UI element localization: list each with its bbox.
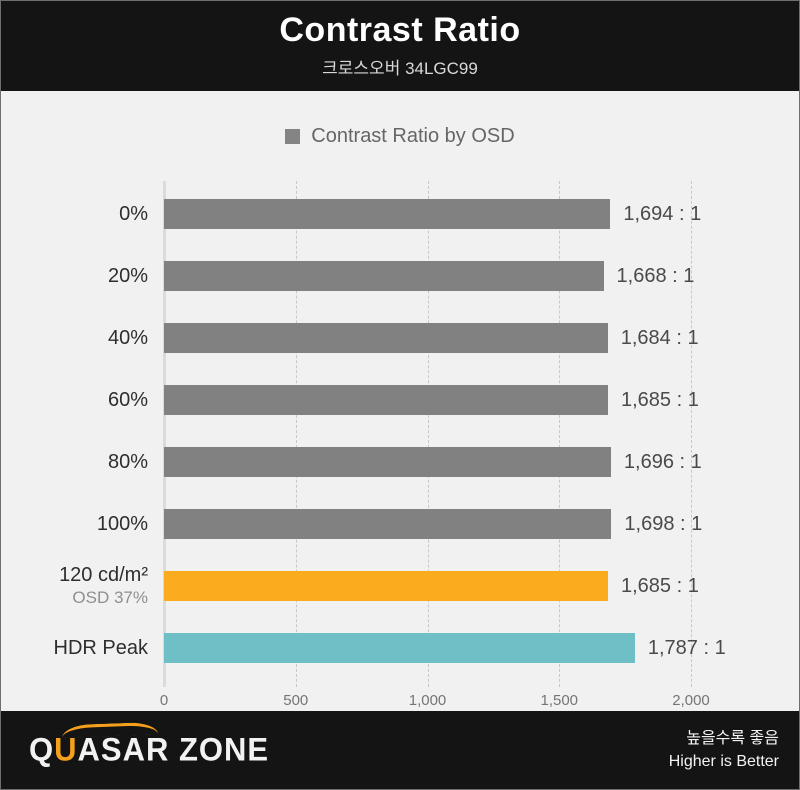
x-tick-label: 0 — [159, 692, 169, 709]
gridline — [691, 181, 692, 687]
logo-text-q: Q — [29, 730, 55, 769]
logo-text-rest: ASAR ZONE — [77, 730, 270, 769]
axis-zero-line — [163, 181, 166, 687]
bar — [164, 571, 608, 601]
value-label: 1,668 : 1 — [616, 264, 695, 287]
category-label: HDR Peak — [53, 636, 148, 659]
bar-row: HDR Peak 1,787 : 1 — [1, 617, 799, 679]
category-label: 40% — [107, 326, 148, 349]
x-tick-label: 1,000 — [408, 692, 447, 709]
category-sublabel: OSD 37% — [72, 588, 148, 608]
chart-title: Contrast Ratio — [279, 11, 521, 50]
footer-band: QUASAR ZONE 높을수록 좋음 Higher is Better — [1, 711, 799, 789]
bar — [164, 385, 608, 415]
x-tick-label: 500 — [283, 692, 309, 709]
x-tick-label: 1,500 — [540, 692, 579, 709]
category-label: 0% — [119, 202, 148, 225]
bar — [164, 447, 611, 477]
plot-gridlines — [163, 181, 692, 687]
bar-row: 60% 1,685 : 1 — [1, 369, 799, 431]
bar-rows: 0% 1,694 : 1 20% 1,668 : 1 40% 1,684 : 1 60% 1,… — [1, 183, 799, 679]
bar-row: 80% 1,696 : 1 — [1, 431, 799, 493]
gridline — [295, 181, 297, 687]
chart-subtitle: 크로스오버 34LGC99 — [322, 58, 478, 78]
bar — [164, 633, 635, 663]
bar-row: 100% 1,698 : 1 — [1, 493, 799, 555]
value-label: 1,685 : 1 — [620, 574, 699, 597]
category-label: 120 cd/m² OSD 37% — [1, 564, 164, 608]
bar-row: 120 cd/m² OSD 37% 1,685 : 1 — [1, 555, 799, 617]
category-label: 100% — [96, 512, 148, 535]
bar-row: 0% 1,694 : 1 — [1, 183, 799, 245]
bar-row: 20% 1,668 : 1 — [1, 245, 799, 307]
bar — [164, 261, 604, 291]
value-label: 1,698 : 1 — [624, 512, 703, 535]
bar — [164, 199, 611, 229]
gridline — [559, 181, 561, 687]
category-label: 20% — [107, 264, 148, 287]
gridline — [427, 181, 429, 687]
legend-swatch-icon — [285, 129, 301, 144]
x-tick-label: 2,000 — [672, 692, 710, 709]
footer-note-ko: 높을수록 좋음 — [686, 729, 779, 747]
category-label: 80% — [107, 450, 148, 473]
footer-note: 높을수록 좋음 Higher is Better — [669, 727, 779, 773]
value-label: 1,694 : 1 — [623, 202, 702, 225]
bar — [164, 323, 608, 353]
bar — [164, 509, 612, 539]
bar-row: 40% 1,684 : 1 — [1, 307, 799, 369]
value-label: 1,685 : 1 — [620, 388, 699, 411]
header-band: Contrast Ratio 크로스오버 34LGC99 — [1, 1, 799, 91]
x-axis: 0 500 1,000 1,500 2,000 — [1, 692, 799, 710]
footer-note-en: Higher is Better — [668, 753, 779, 770]
legend: Contrast Ratio by OSD — [1, 125, 799, 148]
value-label: 1,684 : 1 — [620, 326, 699, 349]
value-label: 1,787 : 1 — [647, 636, 726, 659]
category-label: 60% — [107, 388, 148, 411]
logo-text-u: U — [54, 730, 78, 769]
legend-label: Contrast Ratio by OSD — [311, 125, 515, 147]
quasarzone-logo: QUASAR ZONE — [29, 721, 270, 769]
value-label: 1,696 : 1 — [623, 450, 702, 473]
